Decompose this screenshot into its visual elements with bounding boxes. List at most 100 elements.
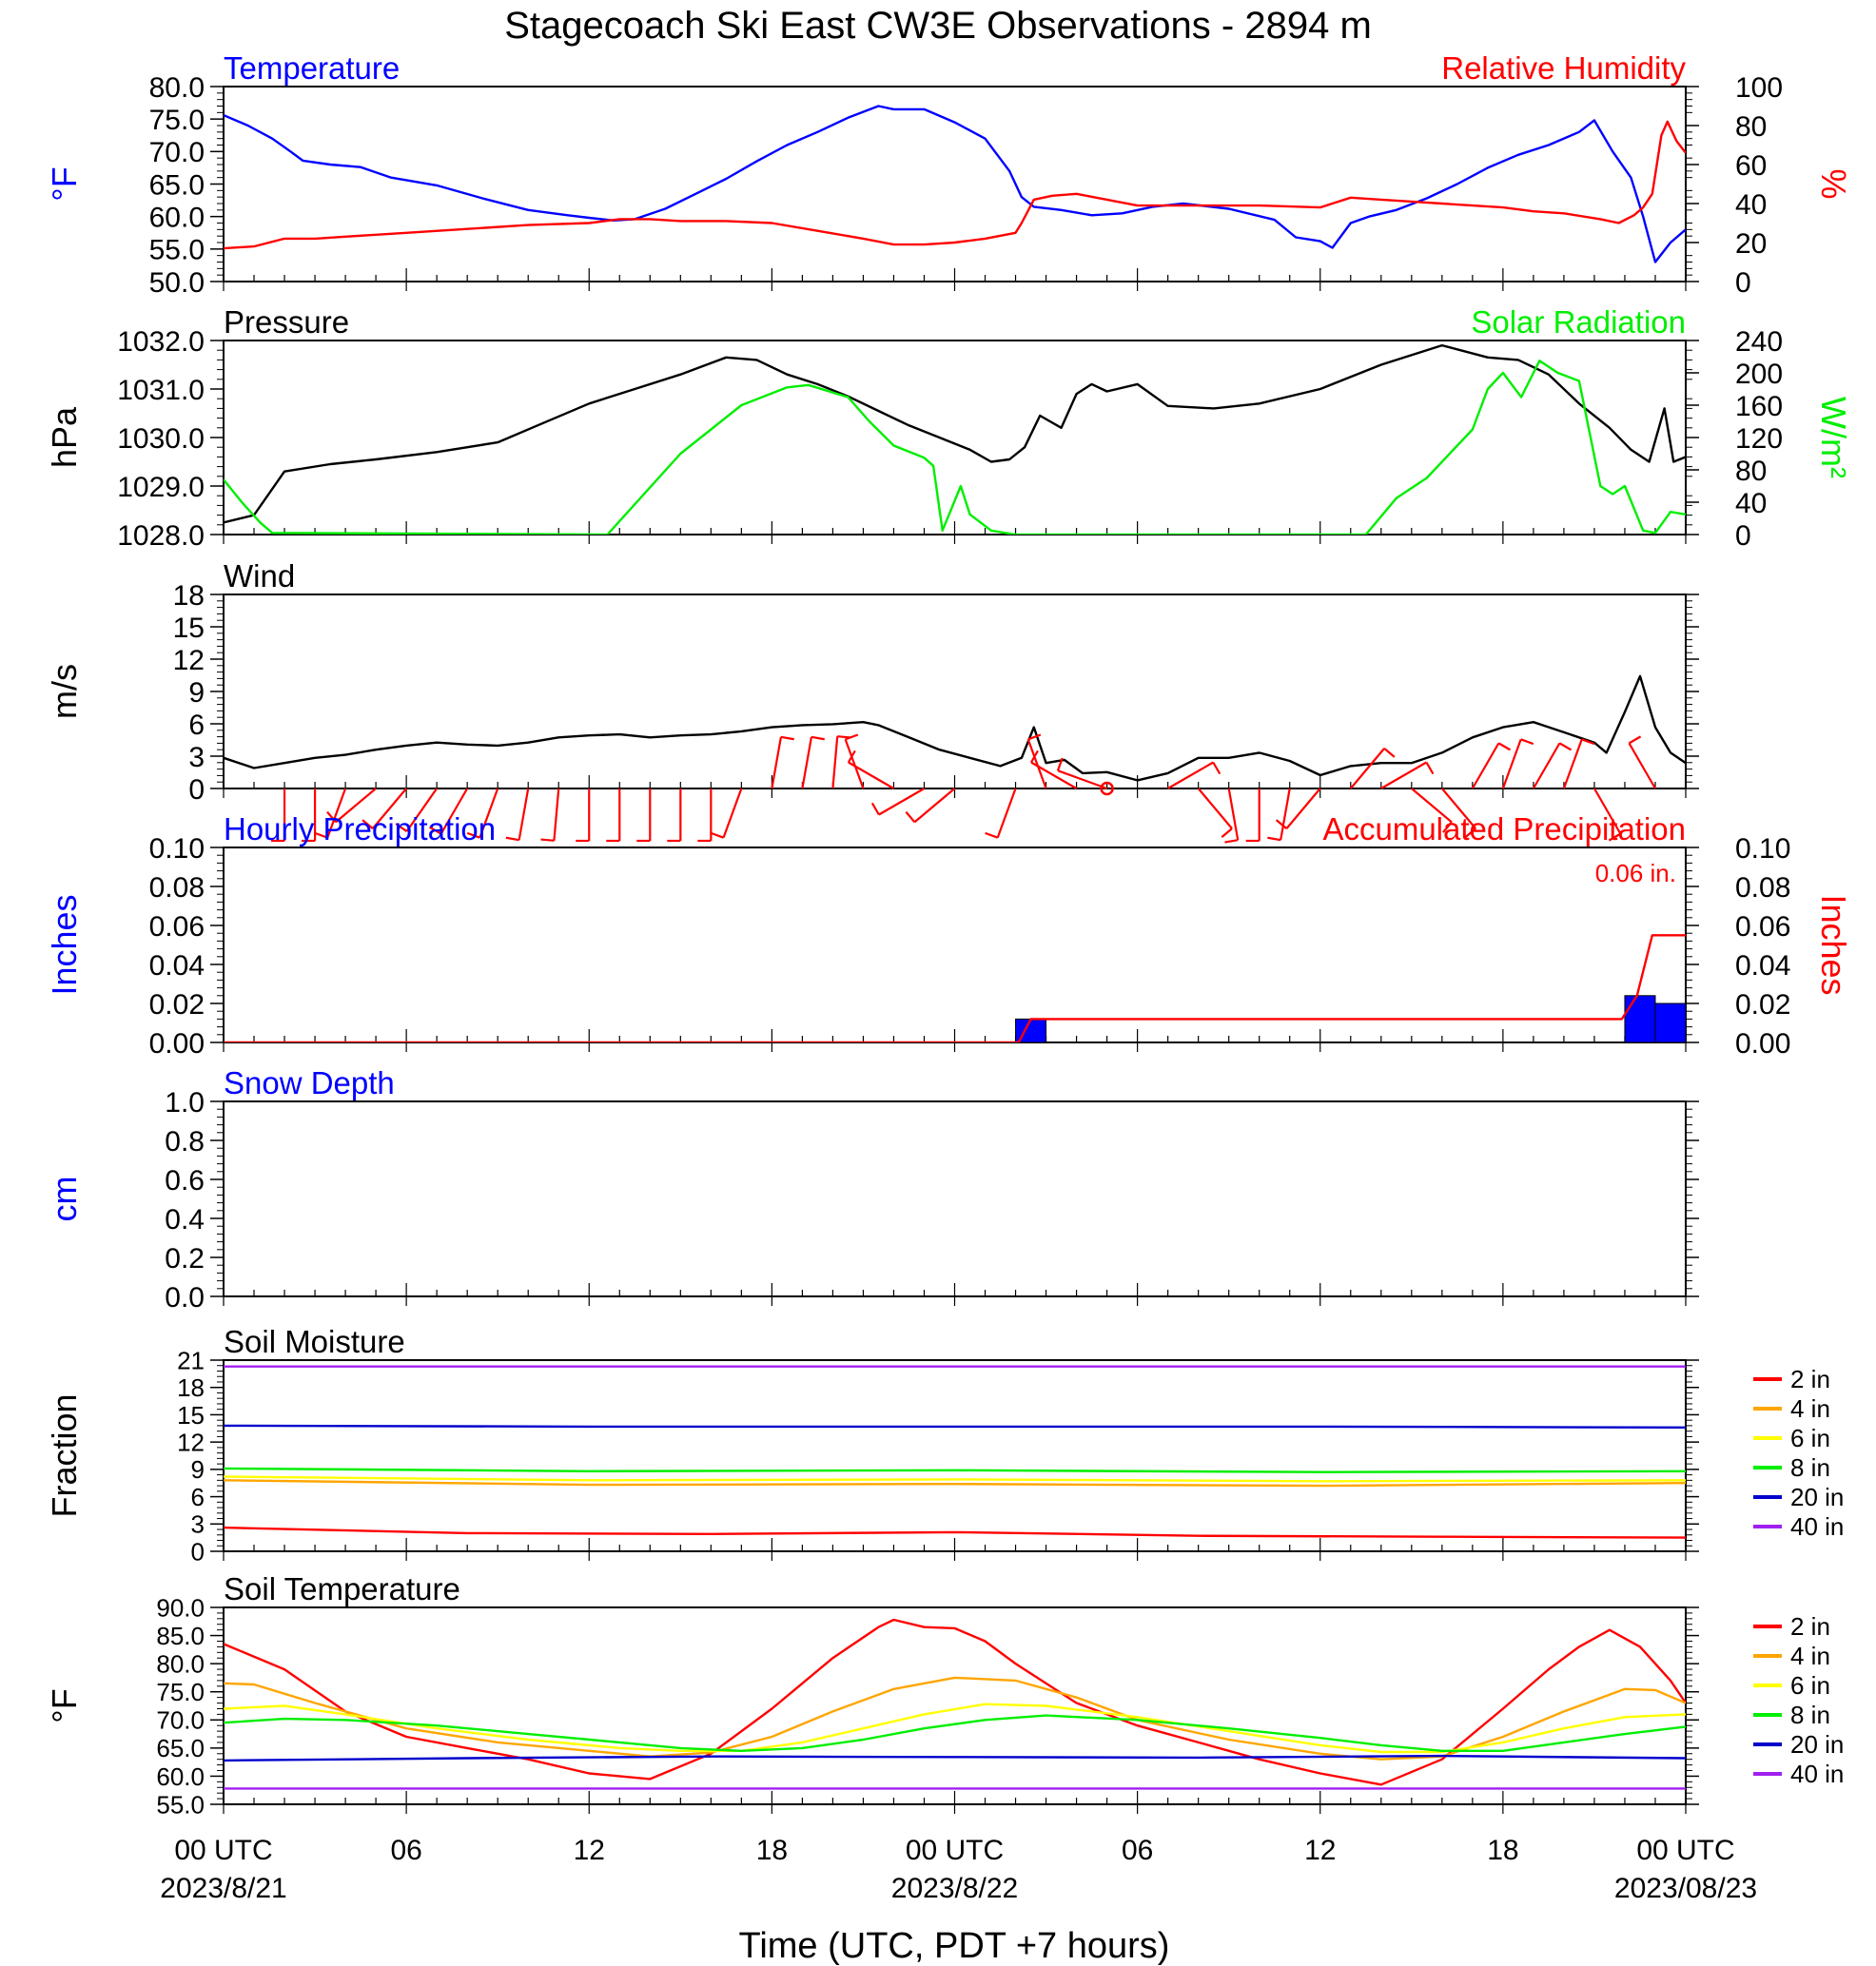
plot-frame bbox=[223, 86, 1687, 282]
barb-feather bbox=[1520, 738, 1534, 746]
y-tick-label-right: 60 bbox=[1735, 150, 1767, 182]
barb-staff bbox=[1057, 769, 1107, 790]
x-tick-label: 06 bbox=[390, 1835, 421, 1866]
barb-staff bbox=[1349, 748, 1385, 789]
x-tick-label: 18 bbox=[756, 1835, 788, 1866]
x-tick-label: 00 UTC bbox=[906, 1835, 1004, 1866]
calm-circle bbox=[1100, 781, 1114, 796]
wind-barb bbox=[428, 788, 469, 835]
barb-staff bbox=[831, 736, 839, 789]
x-tick-label: 06 bbox=[1122, 1835, 1153, 1866]
barb-feather bbox=[362, 819, 374, 829]
plot-area bbox=[224, 674, 1686, 782]
y-tick-label-left: 50.0 bbox=[149, 267, 205, 299]
legend-label: 20 in bbox=[1790, 1730, 1844, 1759]
y-tick-label-left: 9 bbox=[191, 1455, 205, 1484]
wind-barb bbox=[302, 788, 317, 843]
barb-feather bbox=[905, 810, 916, 824]
barb-feather bbox=[1221, 827, 1233, 838]
wind-barb bbox=[847, 749, 895, 789]
barb-feather bbox=[811, 735, 825, 741]
series-line-2-in bbox=[224, 1526, 1686, 1539]
barb-feather bbox=[1628, 735, 1642, 745]
wind-barb bbox=[1471, 742, 1512, 789]
time-axis: 00 UTC 2023/8/21 06 12 18 00 UTC 2023/8/22 06 12… bbox=[160, 1835, 1757, 1904]
y-axis-label-left: Inches bbox=[45, 894, 84, 995]
barb-feather bbox=[326, 810, 337, 824]
y-tick-label-left: 1032.0 bbox=[117, 326, 205, 358]
x-tick-label: 00 UTC bbox=[1636, 1835, 1734, 1866]
plot-area bbox=[224, 343, 1686, 535]
y-tick-label-left: 60.0 bbox=[149, 202, 205, 233]
barb-staff bbox=[1030, 761, 1078, 789]
legend-label: 8 in bbox=[1790, 1701, 1830, 1729]
wind-barb bbox=[540, 788, 560, 842]
legend-label: 2 in bbox=[1790, 1612, 1830, 1641]
panel-title-right: Solar Radiation bbox=[1471, 304, 1686, 340]
y-axis-label-left: cm bbox=[45, 1177, 84, 1222]
y-tick-label-left: 80.0 bbox=[156, 1650, 205, 1679]
wind-barb bbox=[636, 788, 652, 843]
y-tick-label-left: 75.0 bbox=[149, 105, 205, 136]
y-tick-label-right: 40 bbox=[1735, 488, 1767, 519]
y-tick-label-left: 6 bbox=[188, 710, 205, 741]
y-tick-label-right: 80 bbox=[1735, 111, 1767, 143]
wind-barb bbox=[1224, 788, 1240, 844]
panel-title-left: Hourly Precipitation bbox=[224, 811, 496, 847]
y-tick-label-left: 0.06 bbox=[149, 911, 205, 943]
barb-feather bbox=[1056, 757, 1064, 771]
wind-barb bbox=[1197, 788, 1233, 838]
y-tick-label-left: 70.0 bbox=[156, 1706, 205, 1735]
barb-feather bbox=[1267, 836, 1281, 842]
barb-staff bbox=[1197, 788, 1233, 829]
y-tick-label-left: 0 bbox=[191, 1537, 205, 1566]
barb-staff bbox=[1285, 788, 1321, 829]
x-tick-label: 12 bbox=[1304, 1835, 1336, 1866]
y-tick-label-left: 0.4 bbox=[165, 1204, 205, 1236]
y-axis-label-left: hPa bbox=[45, 406, 84, 468]
series-line-pressure bbox=[224, 343, 1686, 524]
y-tick-label-left: 75.0 bbox=[156, 1678, 205, 1706]
y-tick-label-left: 18 bbox=[173, 580, 205, 612]
barb-staff bbox=[1380, 761, 1427, 789]
wind-barb bbox=[667, 788, 682, 843]
barb-feather bbox=[1029, 749, 1039, 764]
wind-barb bbox=[771, 735, 794, 789]
y-axis-label-left: °F bbox=[45, 166, 84, 201]
x-axis-title: Time (UTC, PDT +7 hours) bbox=[739, 1926, 1170, 1966]
barb-feather bbox=[985, 831, 999, 839]
barb-feather bbox=[1608, 832, 1621, 842]
panel-title-left: Pressure bbox=[224, 304, 349, 340]
barb-feather bbox=[1027, 733, 1042, 741]
y-tick-label-left: 0.0 bbox=[165, 1282, 205, 1314]
y-tick-label-left: 18 bbox=[177, 1373, 205, 1402]
barb-staff bbox=[371, 788, 407, 829]
series-line-accumulated-precipitation bbox=[224, 934, 1686, 1042]
x-tick-date: 2023/08/23 bbox=[1614, 1873, 1757, 1904]
y-tick-label-left: 0.10 bbox=[149, 833, 205, 865]
y-tick-label-right: 0.10 bbox=[1735, 833, 1790, 865]
wind-barb bbox=[801, 735, 825, 789]
y-tick-label-right: 0.00 bbox=[1735, 1028, 1790, 1060]
barb-feather bbox=[870, 802, 880, 816]
y-tick-label-left: 1028.0 bbox=[117, 520, 205, 552]
wind-barb bbox=[606, 788, 621, 843]
series-line-20-in bbox=[224, 1424, 1686, 1430]
y-tick-label-right: 0 bbox=[1735, 267, 1751, 299]
y-tick-label-left: 70.0 bbox=[149, 137, 205, 168]
series-line-8-in bbox=[224, 1467, 1686, 1473]
y-tick-label-left: 0.00 bbox=[149, 1028, 205, 1060]
x-tick-date: 2023/8/21 bbox=[160, 1873, 286, 1904]
legend-label: 8 in bbox=[1790, 1453, 1830, 1482]
wind-barb bbox=[576, 788, 591, 843]
y-tick-label-right: 200 bbox=[1735, 359, 1783, 390]
y-axis-label-right: Inches bbox=[1814, 894, 1853, 995]
panel-temperature: 80.075.070.065.060.055.050.0 100 80 60 40 20 0… bbox=[45, 50, 1853, 299]
y-tick-label-right: 160 bbox=[1735, 391, 1783, 422]
y-tick-label-left: 3 bbox=[191, 1510, 205, 1539]
wind-barb bbox=[326, 788, 377, 824]
wind-barb bbox=[697, 788, 713, 843]
y-tick-label-right: 80 bbox=[1735, 456, 1767, 487]
